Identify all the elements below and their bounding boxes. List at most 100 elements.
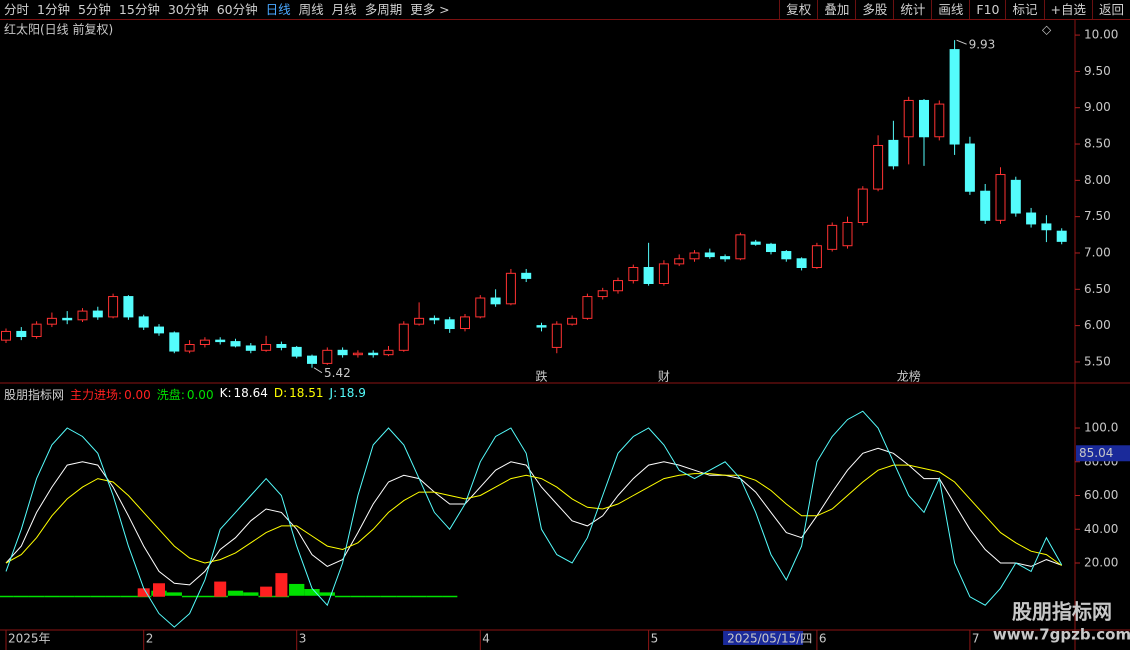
candle-body: [613, 280, 623, 292]
candle-body: [1010, 179, 1021, 214]
candle-body: [781, 251, 792, 260]
y-tick-label: 60.00: [1084, 488, 1118, 502]
watermark-title: 股朋指标网: [1012, 600, 1112, 624]
period-tab[interactable]: 1分钟: [37, 2, 70, 17]
y-tick-label: 40.00: [1084, 522, 1118, 536]
candle-body: [414, 317, 425, 325]
candle-body: [674, 258, 685, 265]
period-tab[interactable]: 月线: [331, 2, 357, 17]
legend-sep: :: [118, 388, 123, 402]
event-marker: 龙榜: [897, 369, 921, 384]
event-marker: 财: [658, 370, 670, 384]
indicator-bar: [105, 595, 121, 598]
y-tick-label: 100.0: [1084, 421, 1118, 435]
period-tab[interactable]: 更多 >: [410, 2, 450, 17]
candle-body: [31, 323, 42, 338]
candle-body: [934, 103, 945, 138]
candle-body: [888, 139, 899, 167]
candle-body: [567, 317, 578, 325]
candle-body: [919, 99, 929, 138]
period-tab[interactable]: 周线: [298, 2, 324, 17]
period-tab[interactable]: 15分钟: [118, 2, 160, 17]
legend-name: J: [329, 386, 334, 400]
candle-body: [322, 349, 333, 364]
indicator-title: 股朋指标网: [4, 388, 65, 402]
indicator-bar: [411, 595, 427, 598]
candle-body: [368, 352, 379, 356]
candle-body: [108, 296, 119, 318]
tool-button[interactable]: +自选: [1043, 0, 1092, 19]
tool-button[interactable]: 画线: [931, 0, 969, 19]
legend-value: 0.00: [124, 388, 151, 402]
candle-body: [215, 339, 226, 343]
legend-value: 18.9: [339, 386, 366, 400]
period-tab[interactable]: 60分钟: [216, 2, 258, 17]
cursor-date-bg: [723, 631, 804, 645]
candle-body: [337, 349, 348, 356]
toolbar-right: 复权 叠加 多股 统计 画线 F10 标记 +自选 返回: [779, 0, 1130, 19]
x-tick-label: 2025年: [8, 632, 51, 646]
candle-body: [154, 326, 164, 334]
period-tab[interactable]: 日线: [265, 2, 291, 17]
legend-item: J: 18.9: [330, 386, 366, 403]
legend-value: 18.64: [233, 386, 268, 400]
period-tab[interactable]: 多周期: [364, 2, 403, 17]
y-tick-label: 9.00: [1084, 100, 1111, 114]
candle-body: [245, 345, 256, 351]
indicator-bar: [44, 595, 60, 598]
indicator-bar: [120, 595, 137, 598]
indicator-bar: [275, 573, 288, 597]
indicator-bar: [227, 590, 244, 596]
tool-button[interactable]: 复权: [779, 0, 817, 19]
candle-body: [92, 310, 103, 318]
period-tab[interactable]: 30分钟: [167, 2, 209, 17]
y-tick-label: 20.00: [1084, 556, 1118, 570]
pointer: [313, 367, 323, 374]
tool-button[interactable]: 叠加: [817, 0, 855, 19]
candle-body: [857, 188, 868, 223]
candle-body: [995, 174, 1006, 221]
legend-sep: :: [333, 386, 338, 400]
candle-body: [536, 325, 547, 328]
indicator-bar: [74, 595, 91, 598]
candle-body: [429, 317, 440, 321]
y-tick-label: 10.00: [1084, 28, 1118, 42]
tool-button[interactable]: 统计: [893, 0, 931, 19]
y-tick-label: 6.00: [1084, 318, 1111, 332]
candle-body: [62, 317, 73, 321]
candle-body: [490, 297, 501, 305]
watermark-url: www.7gpzb.com: [993, 626, 1130, 644]
tool-button[interactable]: 标记: [1005, 0, 1043, 19]
x-tick-label: 5: [651, 632, 659, 646]
y-tick-label: 8.50: [1084, 137, 1111, 151]
candle-body: [199, 339, 210, 346]
candle-body: [291, 346, 302, 357]
x-tick-label: 3: [299, 632, 307, 646]
tool-button[interactable]: 返回: [1091, 0, 1130, 19]
tool-button[interactable]: F10: [969, 0, 1005, 19]
y-tick-label: 7.50: [1084, 209, 1111, 223]
pointer: [956, 39, 967, 45]
indicator-bar: [153, 583, 165, 597]
candle-body: [597, 290, 608, 298]
indicator-bar: [243, 592, 259, 596]
period-tab[interactable]: 5分钟: [77, 2, 111, 17]
indicator-line: [5, 447, 1062, 586]
candle-body: [184, 344, 195, 352]
indicator-legend: 股朋指标网 主力进场: 0.00 洗盘: 0.00 K: 18.64 D: 18.51 J: 18.…: [4, 386, 366, 403]
tool-button[interactable]: 多股: [855, 0, 893, 19]
candle-body: [704, 252, 715, 258]
period-tab[interactable]: 分时: [4, 2, 30, 17]
indicator-bar: [214, 581, 227, 597]
indicator-bar: [334, 595, 351, 598]
candle-body: [689, 252, 700, 260]
candle-body: [475, 297, 486, 318]
candle-body: [842, 221, 853, 247]
legend-value: 18.51: [289, 386, 324, 400]
candle-body: [750, 241, 761, 245]
cursor-value: 85.04: [1079, 446, 1113, 460]
candle-body: [1056, 230, 1067, 242]
chart-title: 红太阳(日线 前复权): [4, 22, 113, 37]
candle-body: [827, 224, 838, 250]
legend-name: 主力进场: [70, 388, 119, 402]
